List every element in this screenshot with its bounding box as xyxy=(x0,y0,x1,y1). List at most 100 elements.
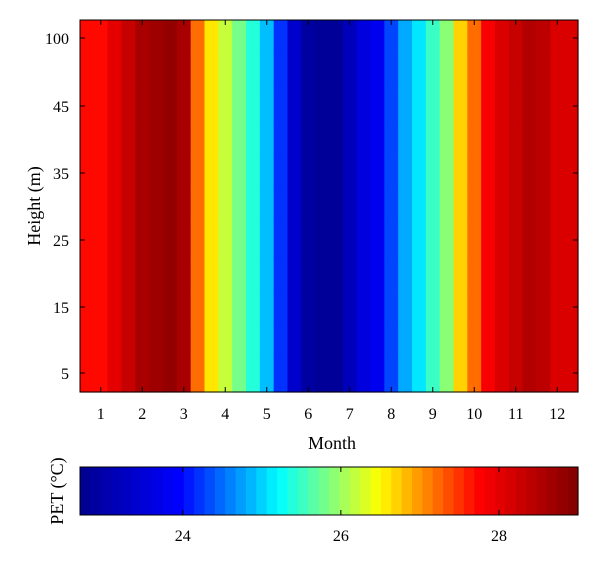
heatmap-cell xyxy=(342,87,358,123)
colorbar-segment xyxy=(349,467,361,515)
colorbar-tick-label: 26 xyxy=(333,528,349,545)
heatmap-cell xyxy=(232,324,247,359)
heatmap-cell xyxy=(384,87,399,123)
y-axis-ticks: 5 15 25 35 45 100 xyxy=(45,31,578,383)
heatmap-cell xyxy=(439,256,455,292)
heatmap-cell xyxy=(425,121,441,156)
heatmap-cell xyxy=(508,121,524,156)
heatmap-cell xyxy=(329,358,344,393)
x-tick-label: 11 xyxy=(508,406,523,423)
heatmap-cell xyxy=(481,20,496,55)
heatmap-cell xyxy=(564,20,579,55)
x-tick-label: 9 xyxy=(429,406,437,423)
heatmap-cell xyxy=(204,155,219,190)
colorbar-segment xyxy=(287,467,299,515)
heatmap-cell xyxy=(550,20,565,55)
heatmap-cell xyxy=(536,20,551,55)
heatmap-cell xyxy=(425,256,441,292)
heatmap-cell xyxy=(80,20,95,55)
heatmap-cell xyxy=(508,53,524,89)
heatmap-cell xyxy=(550,87,565,123)
colorbar-segment xyxy=(401,467,413,515)
heatmap-cell xyxy=(107,324,123,359)
heatmap-cell xyxy=(398,53,413,89)
heatmap-cell xyxy=(121,20,136,55)
heatmap-cell xyxy=(329,53,344,89)
colorbar-segment xyxy=(536,467,548,515)
heatmap-cell xyxy=(232,256,247,292)
heatmap-cell xyxy=(204,53,219,89)
colorbar-segment xyxy=(474,467,486,515)
heatmap-cell xyxy=(301,53,316,89)
heatmap-cell xyxy=(342,324,358,359)
heatmap-cell xyxy=(190,222,206,258)
colorbar-segment xyxy=(443,467,455,515)
heatmap-cell xyxy=(121,53,136,89)
heatmap-cell xyxy=(176,189,192,224)
heatmap-cell xyxy=(80,222,95,258)
colorbar-label: PET (°C) xyxy=(47,457,68,524)
heatmap-cell xyxy=(107,256,123,292)
y-axis-title: Height (m) xyxy=(24,166,45,245)
heatmap-cell xyxy=(190,53,206,89)
heatmap-cell xyxy=(93,87,109,123)
heatmap-cell xyxy=(135,256,150,292)
heatmap-cell xyxy=(495,121,510,156)
heatmap-cell xyxy=(204,290,219,325)
heatmap-cell xyxy=(93,256,109,292)
heatmap-cell xyxy=(495,256,510,292)
heatmap-cell xyxy=(218,256,233,292)
heatmap-cell xyxy=(356,222,372,258)
heatmap-cell xyxy=(273,256,289,292)
heatmap-cell xyxy=(481,256,496,292)
heatmap-cell xyxy=(453,53,468,89)
heatmap-cell xyxy=(550,189,565,224)
heatmap-cell xyxy=(273,155,289,190)
heatmap-cells xyxy=(80,20,579,393)
x-tick-label: 5 xyxy=(263,406,271,423)
heatmap-cell xyxy=(232,290,247,325)
heatmap-cell xyxy=(467,358,482,393)
heatmap-cell xyxy=(149,256,164,292)
heatmap-cell xyxy=(149,155,164,190)
y-tick-label: 45 xyxy=(53,99,69,116)
heatmap-cell xyxy=(301,222,316,258)
heatmap-cell xyxy=(246,256,261,292)
heatmap-cell xyxy=(121,256,136,292)
heatmap-cell xyxy=(107,53,123,89)
heatmap-cell xyxy=(329,121,344,156)
heatmap-cell xyxy=(93,324,109,359)
heatmap-cell xyxy=(329,189,344,224)
heatmap-cell xyxy=(536,121,551,156)
heatmap-cell xyxy=(481,189,496,224)
heatmap-cell xyxy=(259,358,275,393)
heatmap-cell xyxy=(287,324,302,359)
heatmap-cell xyxy=(467,256,482,292)
heatmap-cell xyxy=(564,155,579,190)
heatmap-cell xyxy=(287,155,302,190)
colorbar-segment xyxy=(308,467,320,515)
heatmap-cell xyxy=(190,324,206,359)
heatmap-cell xyxy=(204,20,219,55)
heatmap-cell xyxy=(329,222,344,258)
heatmap-cell xyxy=(370,256,385,292)
heatmap-cell xyxy=(329,155,344,190)
heatmap-cell xyxy=(176,20,192,55)
heatmap-cell xyxy=(218,53,233,89)
heatmap-cell xyxy=(564,121,579,156)
colorbar-segment xyxy=(546,467,558,515)
heatmap-cell xyxy=(564,189,579,224)
colorbar-segment xyxy=(142,467,154,515)
heatmap-cell xyxy=(259,20,275,55)
heatmap-cell xyxy=(550,290,565,325)
colorbar-segment xyxy=(422,467,434,515)
heatmap-cell xyxy=(384,155,399,190)
heatmap-cell xyxy=(135,155,150,190)
heatmap-cell xyxy=(163,121,178,156)
heatmap-cell xyxy=(550,53,565,89)
heatmap-cell xyxy=(467,155,482,190)
heatmap-cell xyxy=(163,290,178,325)
heatmap-cell xyxy=(246,189,261,224)
heatmap-cell xyxy=(439,189,455,224)
